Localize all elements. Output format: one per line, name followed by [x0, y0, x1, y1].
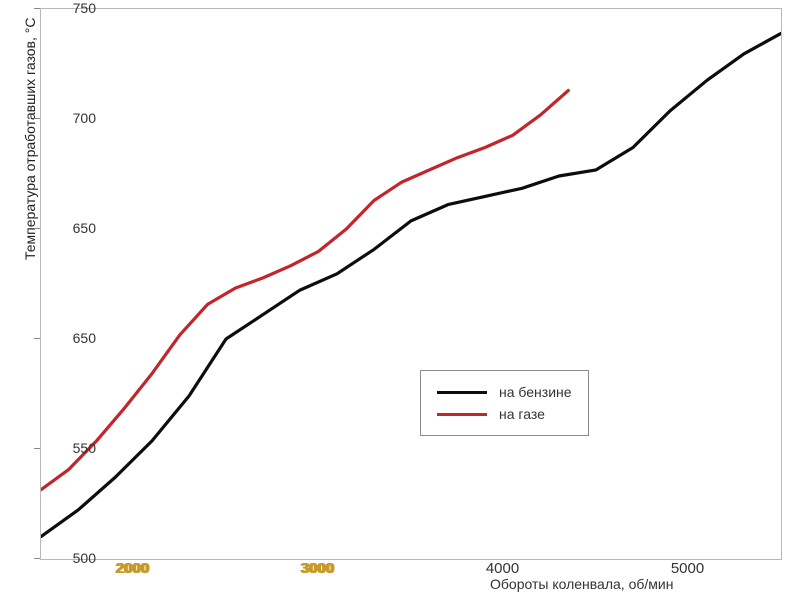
y-tick [34, 338, 40, 339]
legend-label: на газе [499, 406, 545, 422]
x-tick-label: 4000 [486, 560, 519, 577]
legend-swatch [437, 413, 487, 416]
y-tick [34, 558, 40, 559]
legend-swatch [437, 391, 487, 394]
legend-label: на бензине [499, 384, 572, 400]
x-axis-label: Обороты коленвала, об/мин [490, 576, 673, 592]
series-line [41, 33, 781, 536]
y-tick-label: 500 [73, 550, 96, 566]
y-tick [34, 118, 40, 119]
y-tick [34, 448, 40, 449]
plot-frame [40, 8, 782, 560]
x-tick-label: 5000 [671, 560, 704, 577]
x-tick-label: 3000 [301, 560, 334, 577]
y-tick [34, 228, 40, 229]
y-tick-label: 650 [73, 330, 96, 346]
y-tick-label: 750 [73, 0, 96, 16]
legend-item: на газе [437, 403, 572, 425]
y-tick [34, 8, 40, 9]
chart-lines [41, 9, 781, 559]
legend-item: на бензине [437, 381, 572, 403]
y-tick-label: 700 [73, 110, 96, 126]
x-tick-label: 2000 [116, 560, 149, 577]
legend: на бензине на газе [420, 370, 589, 436]
y-tick-label: 650 [73, 220, 96, 236]
y-tick-label: 550 [73, 440, 96, 456]
y-axis-label: Температура отработавших газов, °C [22, 18, 38, 260]
